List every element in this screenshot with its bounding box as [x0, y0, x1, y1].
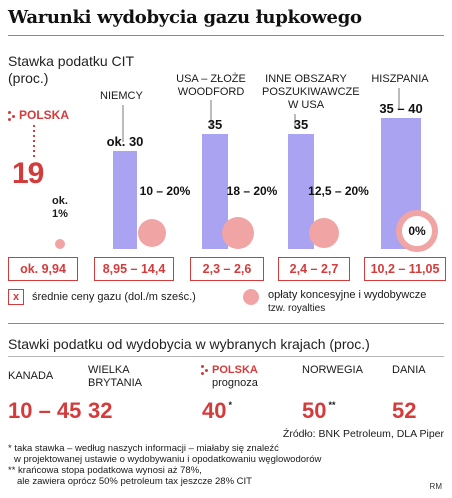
page-title: Warunki wydobycia gazu łupkowego: [8, 7, 362, 28]
gas-legend-text: średnie ceny gazu (dol./m sześc.): [32, 291, 196, 303]
polska-royalty-value: ok. 1%: [52, 195, 68, 220]
gas-price-usa-woodford: 2,3 – 2,6: [190, 257, 264, 281]
marker-dots-icon: [201, 365, 209, 376]
polska-royalty-dot: [55, 239, 65, 249]
tax-value-kanada: 10 – 45: [8, 398, 82, 423]
col-label-usa-woodford: USA – ZŁOŻE WOODFORD: [176, 73, 246, 98]
cit-subtitle-line1: Stawka podatku CIT: [8, 53, 135, 69]
cit-bar-value-usa-woodford: 35: [207, 117, 223, 133]
tax-value-norwegia: 50 **: [302, 398, 336, 423]
dotted-leader: [33, 125, 35, 160]
royalty-value-usa-inne: 12,5 – 20%: [308, 184, 369, 198]
divider: [8, 356, 444, 357]
polska-cit-value: 19: [12, 157, 44, 190]
cit-bar-value-hiszpania: 35 – 40: [379, 101, 423, 116]
marker-dots-icon: [8, 110, 16, 121]
royalty-legend-icon: [243, 289, 259, 305]
tax-value-polska: 40 *: [202, 398, 232, 423]
source-note: Źródło: BNK Petroleum, DLA Piper: [282, 428, 444, 440]
col-label-usa-inne: INNE OBSZARY POSZUKIWAWCZE W USA: [262, 73, 360, 111]
country-dania: DANIA: [392, 364, 426, 376]
cit-bar-value-niemcy: ok. 30: [106, 133, 144, 149]
country-norwegia: NORWEGIA: [302, 364, 363, 376]
country-wielka-brytania: WIELKA BRYTANIA: [88, 364, 142, 389]
tax-value-dania: 52: [392, 398, 417, 423]
cit-subtitle: Stawka podatku CIT (proc.): [8, 53, 134, 87]
label-leaders: [122, 88, 400, 142]
gas-price-hiszpania: 10,2 – 11,05: [364, 257, 446, 281]
cit-bar-value-usa-inne: 35: [293, 117, 309, 133]
col-label-hiszpania: HISZPANIA: [371, 73, 429, 85]
royalty-ring-hiszpania: [396, 210, 438, 252]
extraction-subtitle: Stawki podatku od wydobycia w wybranych …: [8, 336, 370, 352]
royalty-legend-text: opłaty koncesyjne i wydobywcze tzw. roya…: [268, 289, 427, 314]
tax-value-wielka-brytania: 32: [88, 398, 113, 423]
author-initials: RM: [429, 482, 442, 491]
cit-bar-niemcy: [113, 150, 137, 249]
divider: [8, 35, 444, 36]
royalty-value-niemcy: 10 – 20%: [139, 184, 191, 198]
divider: [8, 323, 444, 324]
country-kanada: KANADA: [8, 370, 54, 382]
gas-price-niemcy: 8,95 – 14,4: [94, 257, 174, 281]
royalty-value-usa-woodford: 18 – 20%: [226, 184, 278, 198]
gas-legend-icon: x: [8, 289, 24, 305]
polska-label: POLSKA: [8, 108, 69, 122]
royalty-circle-usa-inne: [309, 218, 339, 248]
cit-subtitle-line2: (proc.): [8, 70, 49, 86]
footnote-1: * taka stawka – według naszych informacj…: [8, 443, 279, 454]
footnote-1-cont: w projektowanej ustawie o wydobywaniu i …: [14, 454, 322, 465]
royalty-value-hiszpania: 0%: [408, 224, 426, 238]
country-polska: POLSKA: [201, 364, 258, 377]
gas-price-usa-inne: 2,4 – 2,7: [278, 257, 350, 281]
country-polska-note: prognoza: [212, 377, 258, 389]
footnotes: * taka stawka – według naszych informacj…: [8, 443, 428, 487]
gas-price-polska: ok. 9,94: [8, 257, 78, 281]
footnote-2: ** krańcowa stopa podatkowa wynosi aż 78…: [8, 465, 202, 476]
footnote-2-cont: ale zawiera oprócz 50% petroleum tax jes…: [17, 476, 252, 487]
royalty-circle-niemcy: [138, 219, 166, 247]
royalty-circle-usa-woodford: [222, 217, 254, 249]
col-label-niemcy: NIEMCY: [100, 90, 143, 102]
